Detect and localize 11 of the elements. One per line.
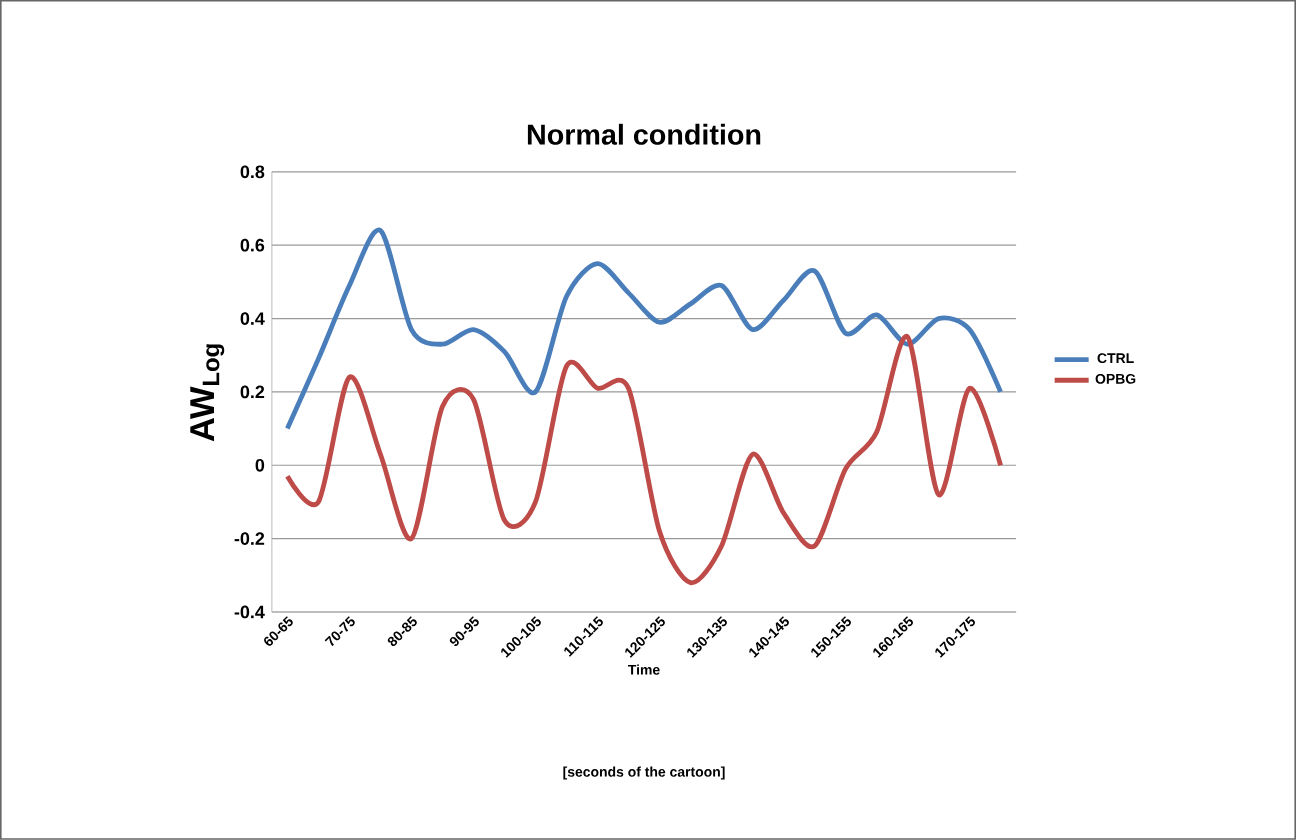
y-tick-label: -0.2: [234, 532, 265, 546]
line-series: [285, 228, 1003, 432]
y-axis-title: AW$_{Log}$: [190, 344, 225, 442]
y-tick-label: 0.2: [240, 385, 265, 399]
y-tick-label: 0.6: [240, 238, 265, 252]
chart-title: Normal condition: [527, 123, 761, 145]
y-tick-label: 0.4: [240, 312, 265, 325]
y-tick-label: 0.8: [240, 165, 265, 179]
y-tick-label: 0: [255, 458, 265, 472]
y-tick-label: -0.4: [234, 605, 265, 619]
line-series: [285, 334, 1003, 586]
